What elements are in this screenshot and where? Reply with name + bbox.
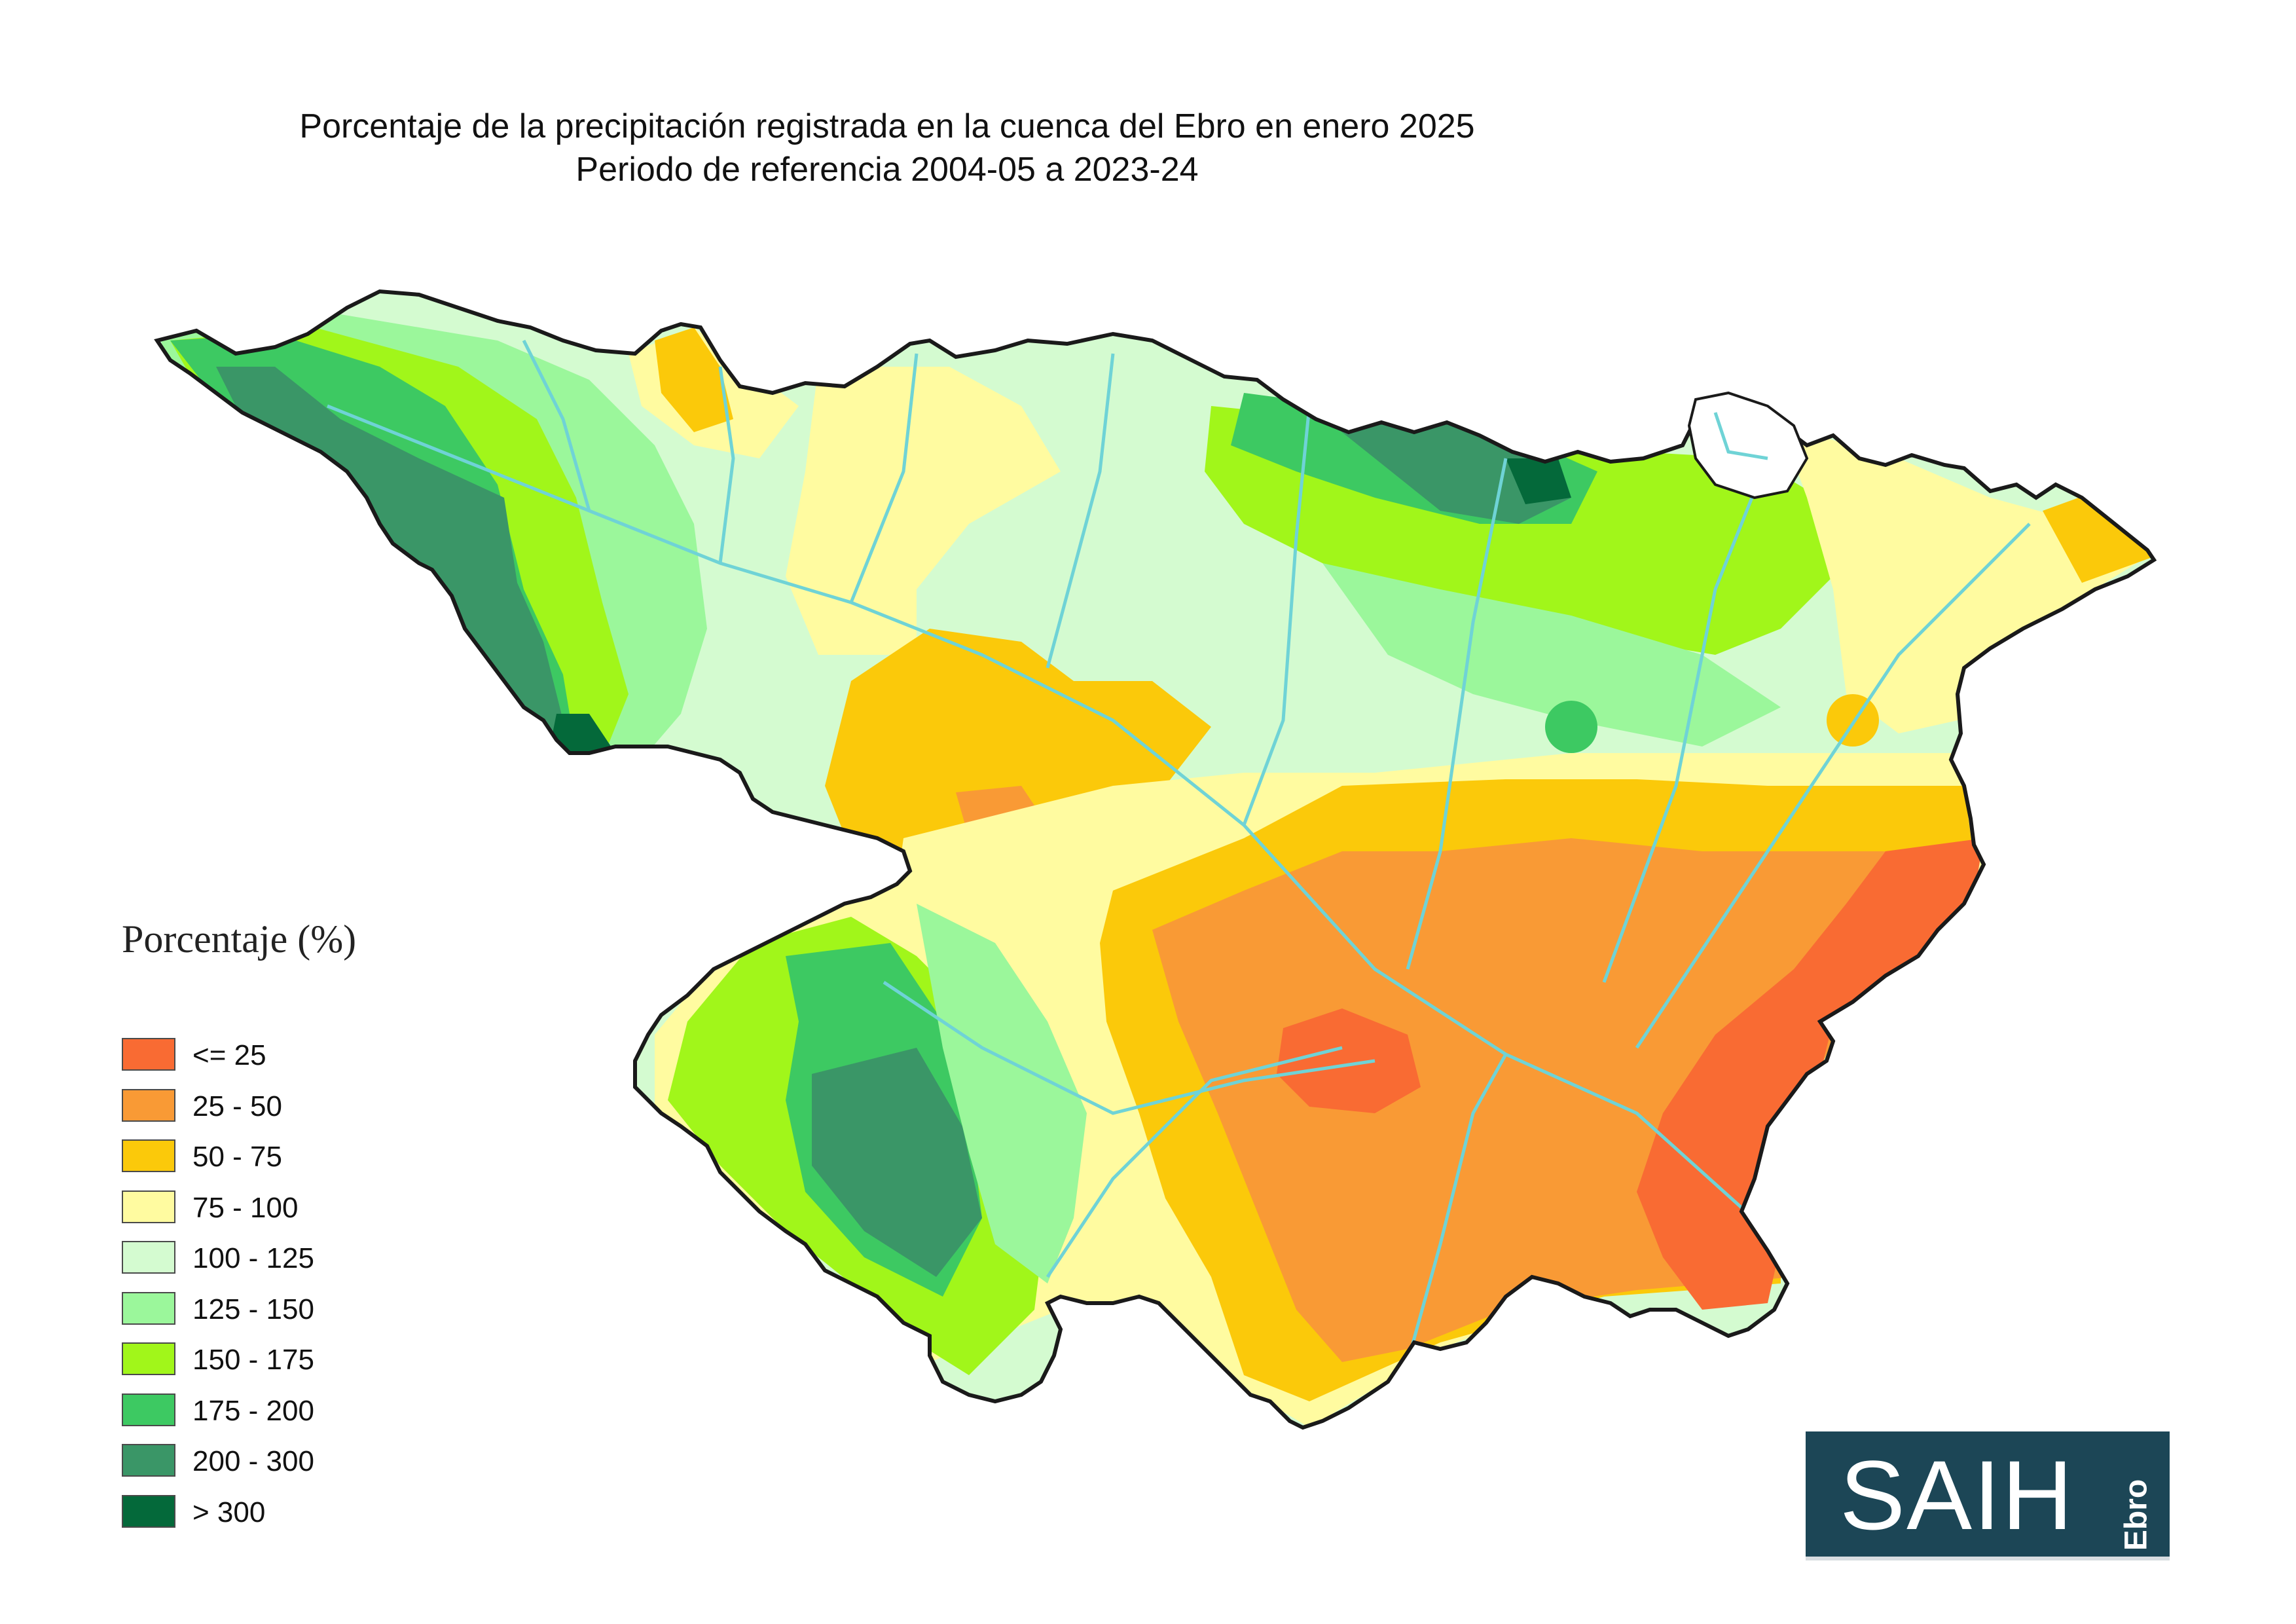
legend-swatch: [122, 1342, 175, 1375]
basin-boundary: [154, 289, 2157, 1430]
title-line-1: Porcentaje de la precipitación registrad…: [299, 107, 1475, 145]
river-tributary: [1406, 458, 1508, 970]
legend-label: 50 - 75: [192, 1141, 282, 1173]
zone-125-150-sw-band: [917, 904, 1087, 1283]
zone-50-75-spot-east: [1827, 694, 1879, 747]
river-tributary: [1635, 523, 2031, 1049]
river-tributary: [718, 366, 735, 564]
saih-ebro-logo: SAIH Ebro: [1806, 1431, 2170, 1560]
legend-swatch: [122, 1393, 175, 1426]
legend-label: > 300: [192, 1496, 266, 1528]
legend-swatch: [122, 1494, 175, 1528]
legend-label: 150 - 175: [192, 1344, 314, 1376]
andorra-river: [1713, 412, 1768, 460]
river-tributary: [1046, 353, 1115, 669]
legend-label: 100 - 125: [192, 1242, 314, 1274]
river-tributary: [1242, 405, 1311, 826]
title-line-2: Periodo de referencia 2004-05 a 2023-24: [575, 151, 1199, 189]
zone-le25-center: [1277, 1008, 1421, 1113]
legend-swatch: [122, 1190, 175, 1223]
river-tributary: [1406, 1053, 1508, 1363]
zone-125-150-ne: [1322, 563, 1781, 747]
legend-label: 175 - 200: [192, 1394, 314, 1427]
legend-swatch: [122, 1088, 175, 1122]
logo-sub-text: Ebro: [2119, 1479, 2154, 1551]
zone-50-75-north: [655, 327, 733, 432]
precipitation-zones: [157, 291, 2154, 1428]
map-title: Porcentaje de la precipitación registrad…: [0, 105, 1774, 191]
zone-75-100-center: [786, 367, 1061, 655]
legend-title: Porcentaje (%): [122, 917, 357, 961]
river-tributary: [522, 339, 591, 511]
logo-main-text: SAIH: [1840, 1440, 2075, 1550]
zone-200-300-ne: [1309, 406, 1571, 524]
river-tributary: [883, 980, 1376, 1115]
zone-200-300-sw: [812, 1048, 982, 1277]
river-ebro: [327, 404, 1769, 1232]
river-network: [327, 339, 2031, 1363]
river-tributary: [849, 353, 919, 603]
legend-label: 25 - 50: [192, 1090, 282, 1122]
legend-swatch: [122, 1444, 175, 1477]
legend-label: 75 - 100: [192, 1191, 299, 1224]
river-tributary: [1046, 1046, 1343, 1278]
legend-swatch: [122, 1291, 175, 1325]
legend-swatch: [122, 1139, 175, 1172]
legend-label: <= 25: [192, 1039, 266, 1071]
legend-swatch: [122, 1241, 175, 1274]
river-tributary: [1602, 458, 1770, 983]
legend-swatch: [122, 1038, 175, 1071]
legend-label: 125 - 150: [192, 1293, 314, 1325]
legend-label: 200 - 300: [192, 1445, 314, 1477]
zone-75-100-east: [1781, 426, 2147, 733]
zone-gt300-ne: [1506, 458, 1571, 504]
zone-175-200-spot: [1545, 701, 1597, 753]
